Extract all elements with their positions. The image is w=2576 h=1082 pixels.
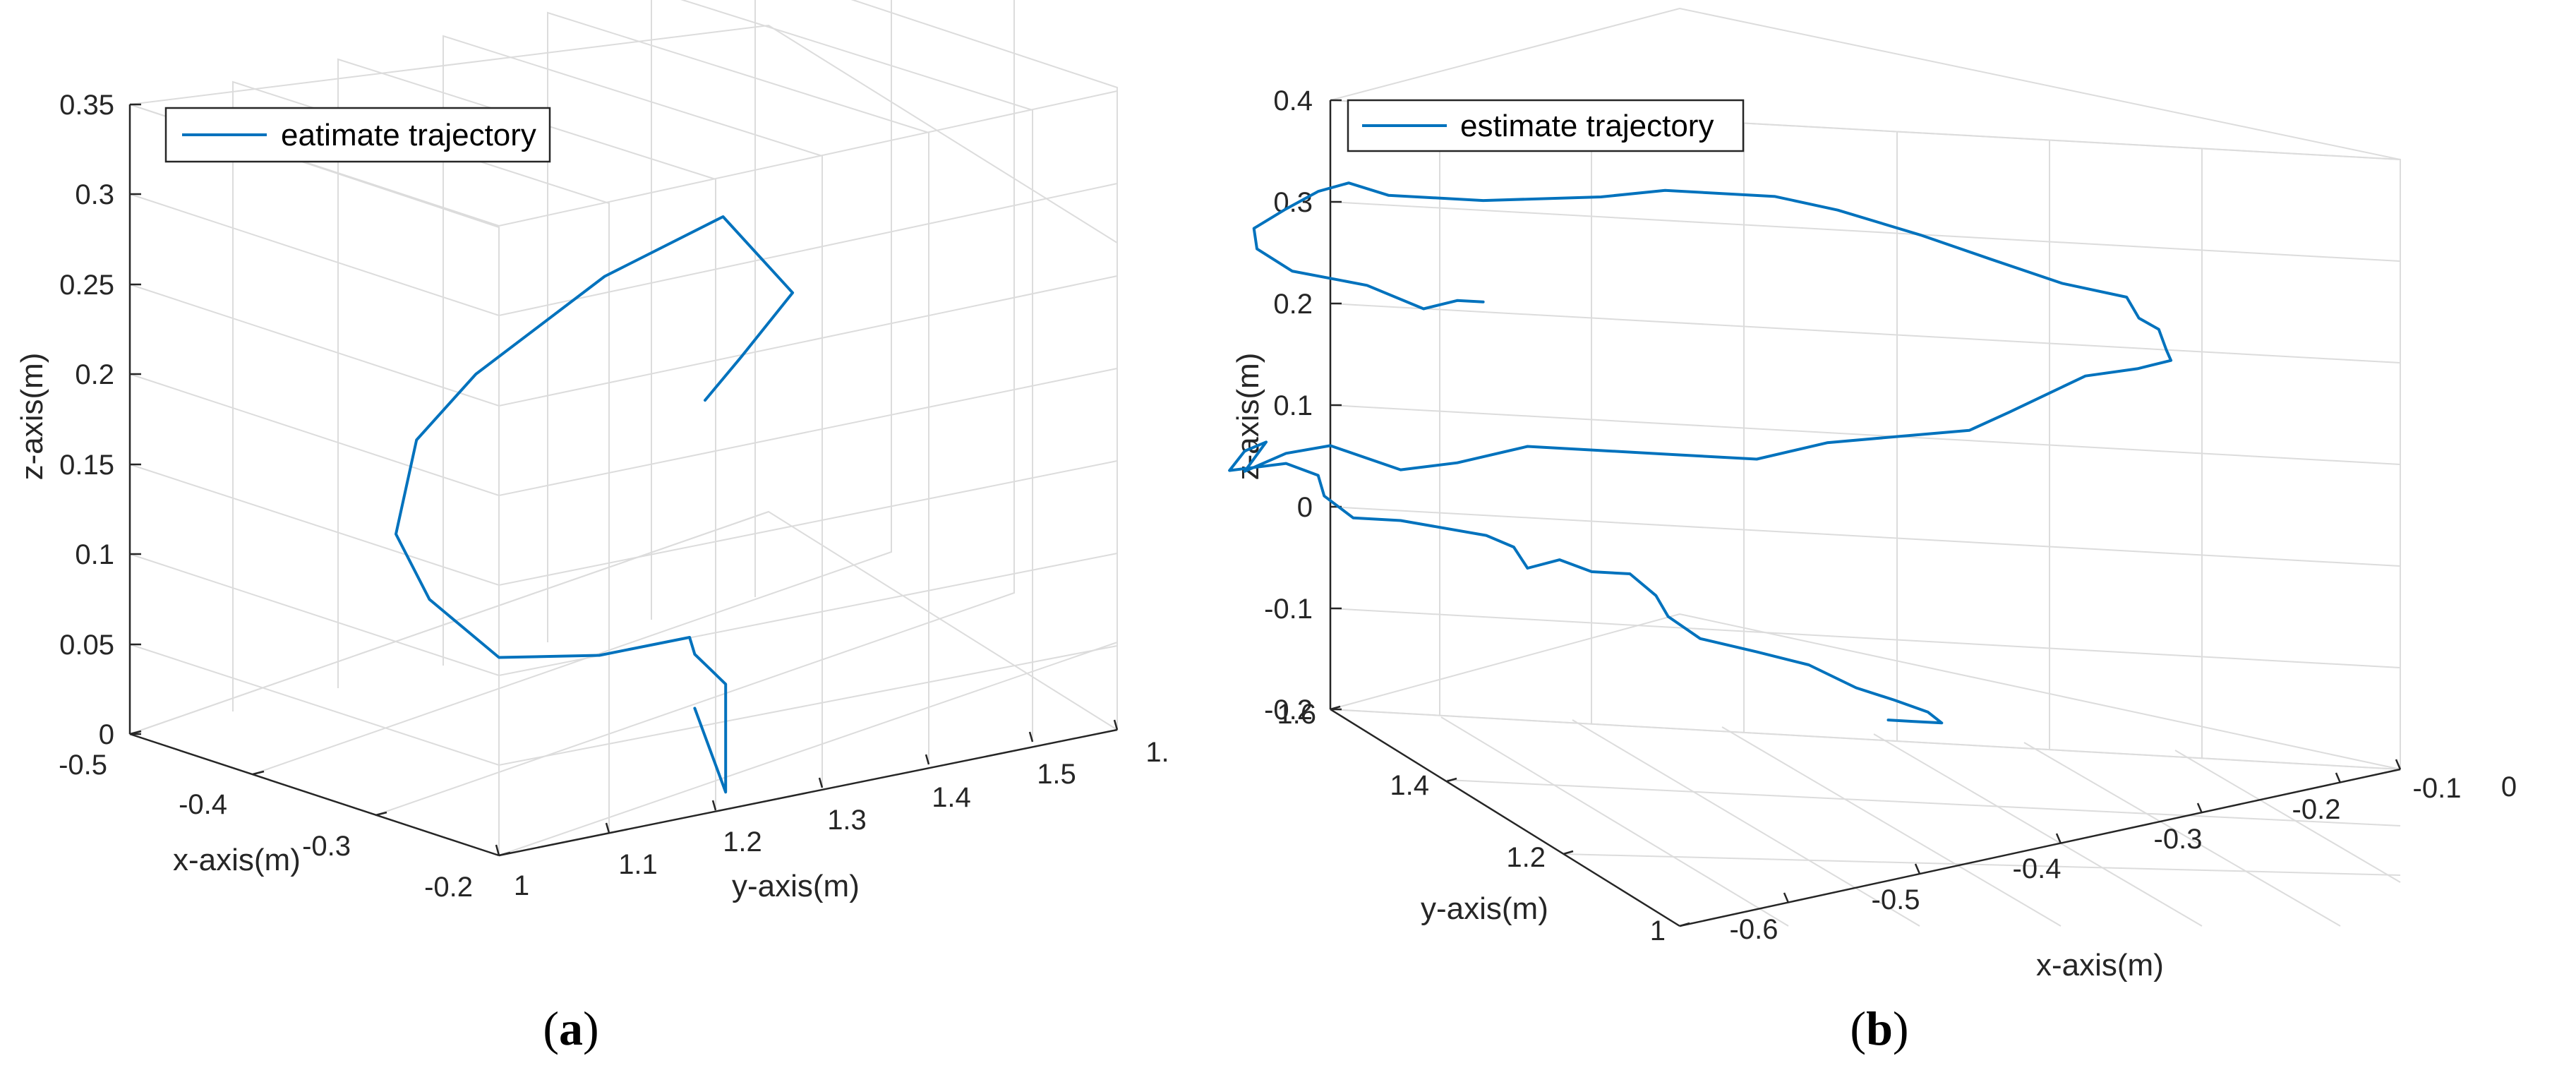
panel-b-z-gridlines — [1330, 100, 2401, 770]
panel-b-x-tick-label: -0.3 — [2154, 824, 2203, 855]
panel-a-caption-letter: a — [559, 1002, 583, 1055]
panel-b-caption: (b) — [1850, 1002, 1908, 1055]
panel-b-ticks — [1330, 99, 2402, 927]
panel-b-legend: estimate trajectory — [1347, 99, 1745, 152]
panel-b-z-tick-label: -0.1 — [1264, 594, 1313, 625]
panel-a-legend: eatimate trajectory — [164, 107, 551, 163]
panel-b-x-tick-label: -0.1 — [2413, 773, 2462, 804]
panel-a-z-tick-label: 0.35 — [59, 90, 114, 121]
panel-a-trajectory-line — [395, 215, 795, 794]
panel-a-y-tick-label: 1.1 — [618, 849, 658, 880]
panel-b-y-axis-line — [1330, 708, 1680, 927]
panel-b-y-tick-label: 1.2 — [1506, 842, 1546, 873]
panel-a-x-axis-line — [129, 733, 500, 857]
panel-a-z-tick-label: 0.2 — [75, 359, 114, 390]
panel-b-z-tick-label: -0.2 — [1264, 695, 1313, 726]
panel-b-z-tick-label: 0.1 — [1273, 390, 1313, 421]
panel-b-caption-letter: b — [1866, 1002, 1893, 1055]
panel-b-trajectory-line — [1228, 181, 2173, 725]
panel-b-y-tick-label: 1.4 — [1390, 770, 1429, 801]
panel-b-x-tick-label: -0.5 — [1872, 884, 1920, 915]
panel-b-x-tick-label: 0 — [2501, 771, 2517, 803]
panel-a-z-tick-label: 0.1 — [75, 539, 114, 570]
panel-b-z-tick-label: 0 — [1297, 492, 1313, 523]
panel-b-x-axis-label: x-axis(m) — [2036, 948, 2164, 982]
panel-b-y-axis-label: y-axis(m) — [1421, 891, 1548, 926]
panel-b-y-tick-label: 1 — [1650, 915, 1666, 946]
panel-a-z-tick-label: 0 — [99, 719, 114, 750]
panel-b-z-tick-label: 0.4 — [1273, 85, 1313, 116]
panel-b-x-tick-label: -0.4 — [2013, 853, 2062, 884]
panel-b-x-axis-line — [1679, 768, 2401, 927]
panel-a-x-gridlines — [129, 0, 1118, 856]
panel-a-y-tick-label: 1.4 — [932, 782, 971, 813]
panel-a-y-tick-label: 1.2 — [723, 826, 762, 858]
panel-a-caption: (a) — [543, 1002, 598, 1055]
panel-b-y-tick-label: 1.6 — [1277, 699, 1316, 730]
panel-b-x-tick-label: -0.2 — [2292, 794, 2341, 825]
panel-a-z-tick-label: 0.15 — [59, 450, 114, 481]
panel-a-ticks — [129, 103, 1119, 857]
panel-a-y-tick-label: 1 — [514, 870, 529, 901]
panel-a-x-tick-label: -0.4 — [179, 789, 227, 820]
panel-a-x-tick-label: -0.5 — [59, 750, 107, 781]
panel-b-z-tick-label: 0.2 — [1273, 289, 1313, 320]
panel-b-z-axis-label: z-axis(m) — [1231, 353, 1265, 481]
panel-b-x-tick-label: -0.6 — [1730, 914, 1778, 945]
panel-a-y-axis-line — [498, 728, 1118, 857]
panel-a-z-gridlines — [129, 90, 1118, 856]
panel-b-chart: -0.2 -0.1 0 0.1 0.2 0.3 0.4 1 1.2 1.4 1.… — [1228, 7, 2517, 982]
panel-a-x-tick-label: -0.2 — [424, 872, 473, 903]
panel-a-z-tick-label: 0.05 — [59, 630, 114, 661]
panel-b-x-gridlines — [1439, 106, 2203, 758]
panel-b-legend-label: estimate trajectory — [1460, 109, 1714, 143]
panel-a-y-axis-label: y-axis(m) — [732, 869, 860, 903]
panel-a-z-tick-label: 0.3 — [75, 179, 114, 210]
panel-a-z-axis-label: z-axis(m) — [15, 353, 49, 481]
panel-a-x-axis-label: x-axis(m) — [173, 843, 301, 877]
panel-a-z-tick-label: 0.25 — [59, 270, 114, 301]
panel-a-y-tick-label: 1.3 — [827, 805, 867, 836]
panel-a-y-tick-label: 1.5 — [1037, 759, 1076, 790]
panel-a-y-tick-label: 1. — [1145, 737, 1169, 768]
panel-a-legend-label: eatimate trajectory — [281, 118, 536, 152]
panel-a-x-tick-label: -0.3 — [302, 831, 351, 862]
panel-a-chart: 0 0.05 0.1 0.15 0.2 0.25 0.3 0.35 -0.5 -… — [15, 0, 1169, 903]
